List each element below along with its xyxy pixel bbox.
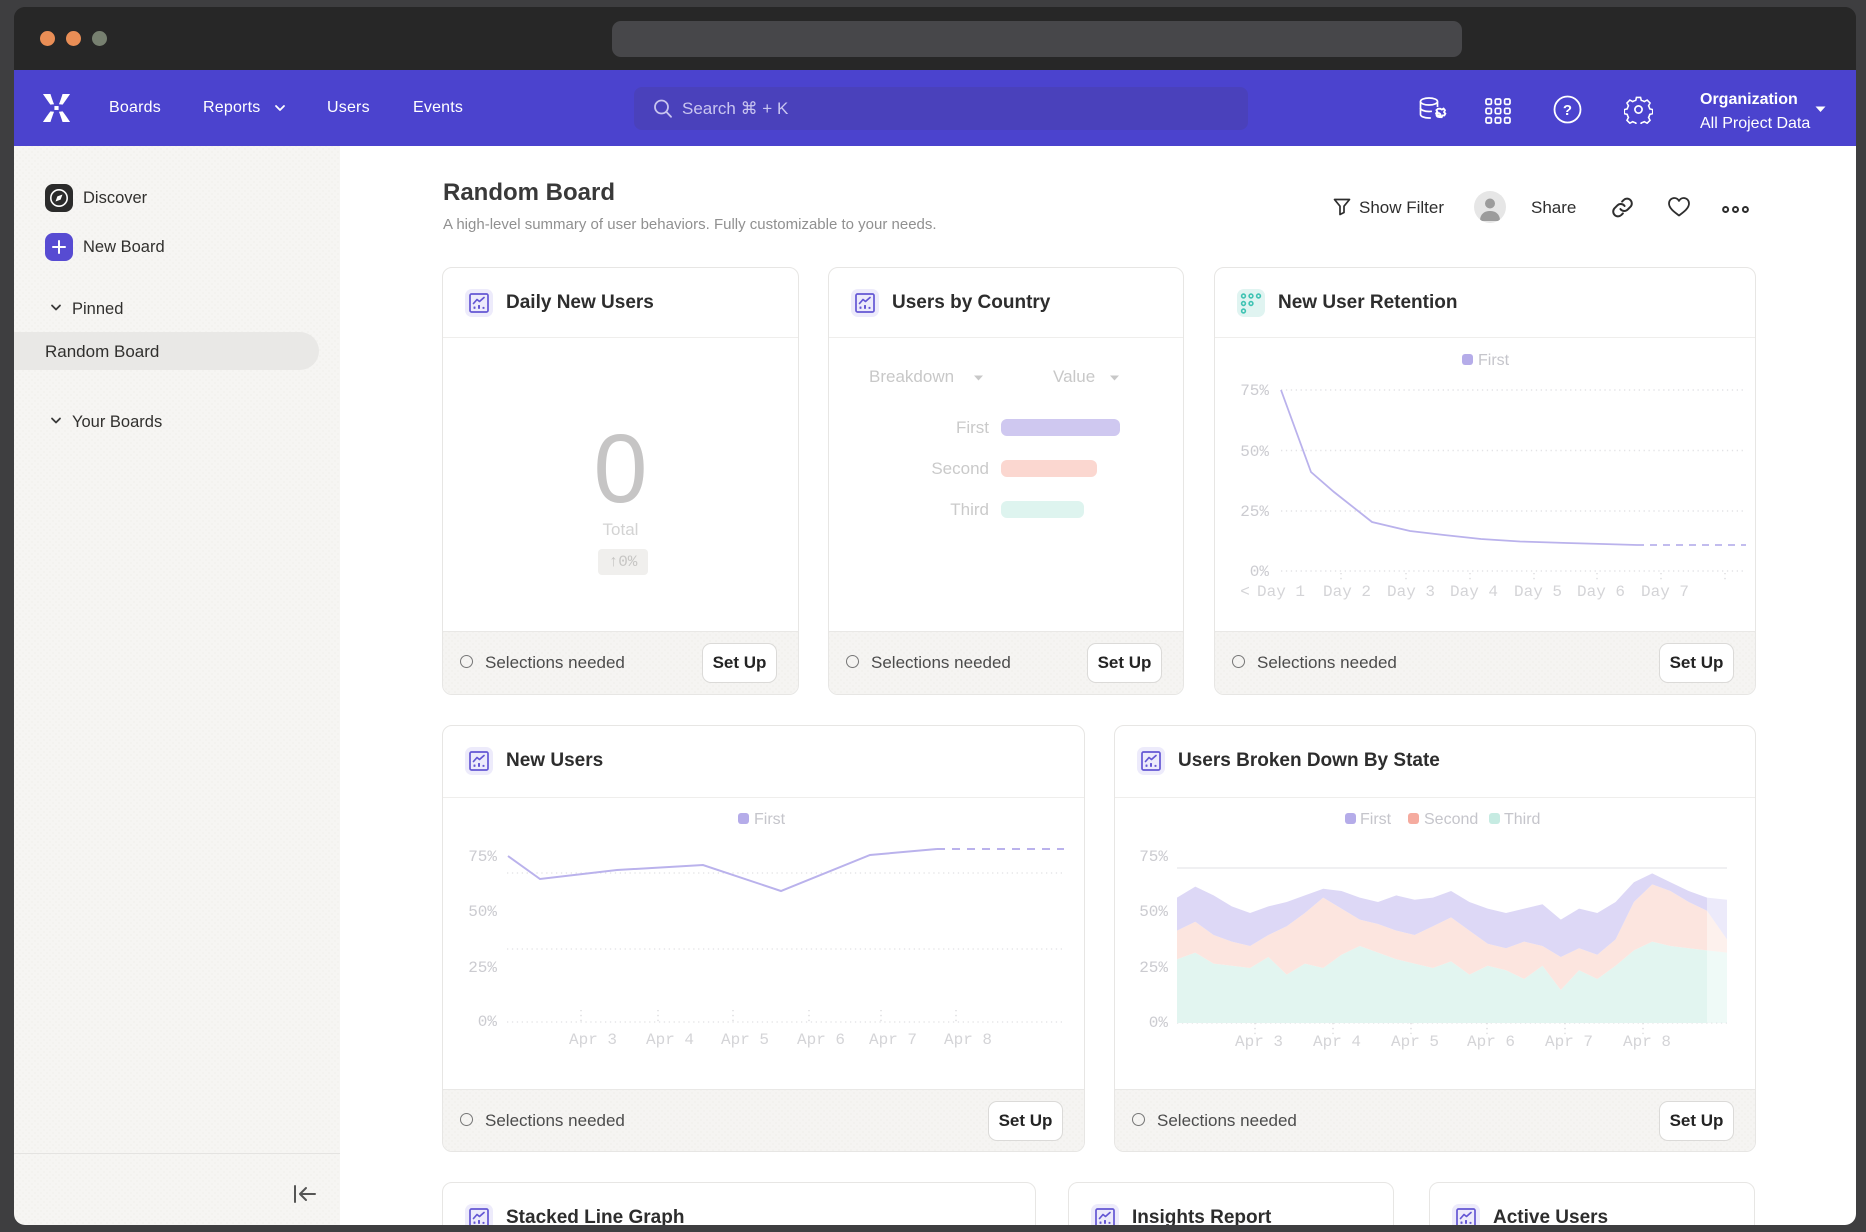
svg-text:25%: 25% <box>1139 959 1168 977</box>
svg-text:Apr 6: Apr 6 <box>797 1031 845 1049</box>
svg-text:75%: 75% <box>468 848 497 866</box>
svg-text:First: First <box>1478 352 1510 369</box>
svg-text:Day 7: Day 7 <box>1641 583 1689 601</box>
svg-text:?: ? <box>1563 102 1572 119</box>
svg-text:Day 5: Day 5 <box>1514 583 1562 601</box>
svg-text:First: First <box>754 811 786 828</box>
svg-text:0%: 0% <box>478 1013 498 1031</box>
svg-text:25%: 25% <box>468 959 497 977</box>
svg-text:Apr 3: Apr 3 <box>1235 1033 1283 1051</box>
svg-text:Day 6: Day 6 <box>1577 583 1625 601</box>
svg-text:Apr 7: Apr 7 <box>1545 1033 1593 1051</box>
svg-text:<: < <box>1240 583 1250 601</box>
svg-text:Apr 4: Apr 4 <box>1313 1033 1361 1051</box>
svg-text:25%: 25% <box>1240 503 1269 521</box>
svg-text:Apr 3: Apr 3 <box>569 1031 617 1049</box>
svg-text:Apr 7: Apr 7 <box>869 1031 917 1049</box>
svg-text:0%: 0% <box>1250 563 1270 581</box>
svg-text:Day 3: Day 3 <box>1387 583 1435 601</box>
svg-text:50%: 50% <box>1240 443 1269 461</box>
svg-text:Apr 8: Apr 8 <box>944 1031 992 1049</box>
svg-text:Apr 6: Apr 6 <box>1467 1033 1515 1051</box>
svg-text:Day 2: Day 2 <box>1323 583 1371 601</box>
svg-text:Day 4: Day 4 <box>1450 583 1498 601</box>
svg-text:Apr 5: Apr 5 <box>721 1031 769 1049</box>
svg-text:Second: Second <box>1424 811 1478 828</box>
svg-text:Apr 4: Apr 4 <box>646 1031 694 1049</box>
svg-text:First: First <box>1360 811 1392 828</box>
svg-text:75%: 75% <box>1240 382 1269 400</box>
svg-text:Apr 5: Apr 5 <box>1391 1033 1439 1051</box>
svg-text:Day 1: Day 1 <box>1257 583 1305 601</box>
svg-text:50%: 50% <box>1139 903 1168 921</box>
svg-text:Third: Third <box>1504 811 1540 828</box>
svg-text:Apr 8: Apr 8 <box>1623 1033 1671 1051</box>
svg-text:50%: 50% <box>468 903 497 921</box>
svg-text:75%: 75% <box>1139 848 1168 866</box>
svg-text:0%: 0% <box>1149 1014 1169 1032</box>
